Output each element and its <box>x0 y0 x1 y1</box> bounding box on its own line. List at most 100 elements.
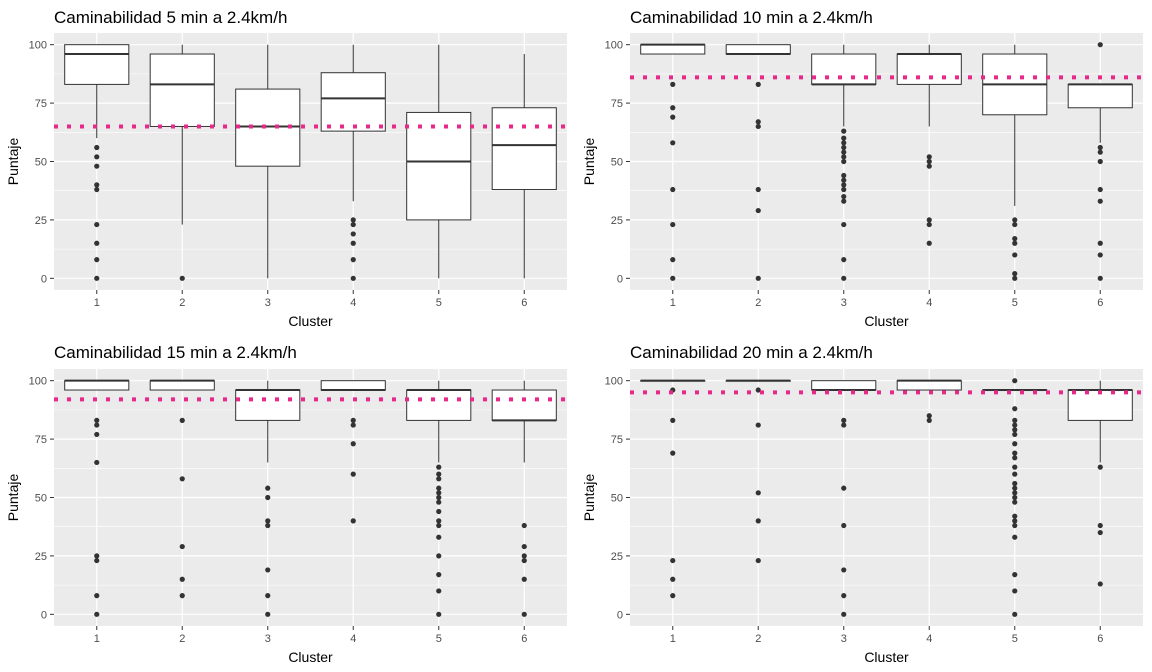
outlier-point <box>1097 522 1103 529</box>
y-tick-label: 0 <box>617 273 623 285</box>
y-tick-label: 25 <box>35 551 47 563</box>
box-body <box>725 44 791 55</box>
outlier-point <box>350 518 356 524</box>
box-body <box>406 389 472 421</box>
outlier-point <box>179 417 185 423</box>
box-body <box>640 44 706 55</box>
outlier-point <box>94 144 100 151</box>
outlier-point <box>1097 581 1103 587</box>
outlier-point <box>436 522 442 529</box>
box-body <box>491 389 557 421</box>
outlier-point <box>841 257 847 263</box>
box-cluster-3 <box>811 380 877 617</box>
box-cluster-5 <box>406 44 472 279</box>
box-cluster-6 <box>491 380 557 617</box>
y-tick-label: 75 <box>35 434 47 446</box>
x-tick-label: 4 <box>350 297 356 309</box>
chart-panel-1: Caminabilidad 5 min a 2.4km/h02550751001… <box>5 8 567 329</box>
outlier-point <box>179 543 185 550</box>
x-tick-label: 6 <box>1097 297 1103 309</box>
outlier-point <box>841 567 847 573</box>
y-tick-label: 75 <box>611 434 623 446</box>
outlier-point <box>926 413 932 419</box>
box-cluster-4 <box>896 379 962 423</box>
outlier-point <box>1012 441 1018 447</box>
outlier-point <box>350 257 356 263</box>
y-tick-label: 75 <box>611 98 623 110</box>
outlier-point <box>179 593 185 599</box>
outlier-point <box>841 193 847 200</box>
outlier-point <box>841 128 847 134</box>
outlier-point <box>179 576 185 582</box>
outlier-point <box>436 494 442 501</box>
outlier-point <box>841 135 847 141</box>
box-body <box>149 53 215 127</box>
outlier-point <box>1012 236 1018 242</box>
outlier-point <box>670 593 676 599</box>
outlier-point <box>670 140 676 146</box>
outlier-point <box>1012 406 1018 412</box>
outlier-point <box>436 476 442 482</box>
x-tick-label: 5 <box>436 633 442 645</box>
outlier-point <box>521 611 527 617</box>
outlier-point <box>841 149 847 155</box>
x-axis-title: Cluster <box>864 649 909 665</box>
box-body <box>64 44 130 85</box>
outlier-point <box>1012 534 1018 540</box>
y-tick-label: 100 <box>605 376 623 388</box>
outlier-point <box>1012 499 1018 505</box>
outlier-point <box>436 588 442 594</box>
box-body <box>64 380 130 391</box>
outlier-point <box>94 611 100 617</box>
outlier-point <box>926 221 932 228</box>
y-tick-label: 50 <box>611 493 623 505</box>
x-tick-label: 1 <box>670 297 676 309</box>
x-tick-label: 2 <box>755 633 761 645</box>
outlier-point <box>1012 611 1018 617</box>
outlier-point <box>265 485 271 491</box>
box-cluster-5 <box>982 378 1048 617</box>
outlier-point <box>436 464 442 470</box>
x-tick-label: 6 <box>1097 633 1103 645</box>
outlier-point <box>1097 186 1103 193</box>
y-tick-label: 0 <box>41 273 47 285</box>
x-tick-label: 3 <box>265 633 271 645</box>
x-tick-label: 4 <box>350 633 356 645</box>
outlier-point <box>1012 422 1018 428</box>
outlier-point <box>1012 490 1018 496</box>
outlier-point <box>436 499 442 505</box>
outlier-point <box>179 275 185 281</box>
outlier-point <box>1012 240 1018 246</box>
outlier-point <box>265 518 271 524</box>
outlier-point <box>755 387 761 393</box>
outlier-point <box>755 557 761 564</box>
outlier-point <box>841 422 847 428</box>
box-cluster-6 <box>491 54 557 279</box>
outlier-point <box>94 163 100 169</box>
outlier-point <box>1097 240 1103 246</box>
outlier-point <box>926 163 932 169</box>
outlier-point <box>670 450 676 456</box>
outlier-point <box>521 576 527 582</box>
outlier-point <box>841 611 847 617</box>
y-tick-label: 50 <box>35 157 47 169</box>
y-tick-label: 25 <box>35 215 47 227</box>
outlier-point <box>521 522 527 529</box>
box-cluster-2 <box>149 44 215 281</box>
box-body <box>811 53 877 85</box>
y-tick-label: 0 <box>617 609 623 621</box>
outlier-point <box>1097 149 1103 155</box>
outlier-point <box>926 417 932 423</box>
outlier-point <box>841 186 847 193</box>
outlier-point <box>841 177 847 183</box>
outlier-point <box>94 553 100 559</box>
outlier-point <box>755 207 761 214</box>
outlier-point <box>436 572 442 578</box>
outlier-point <box>1097 198 1103 204</box>
outlier-point <box>841 140 847 146</box>
outlier-point <box>350 471 356 477</box>
y-tick-label: 100 <box>29 376 47 388</box>
outlier-point <box>436 518 442 524</box>
outlier-point <box>94 154 100 160</box>
chart-panel-2: Caminabilidad 10 min a 2.4km/h0255075100… <box>581 8 1143 329</box>
